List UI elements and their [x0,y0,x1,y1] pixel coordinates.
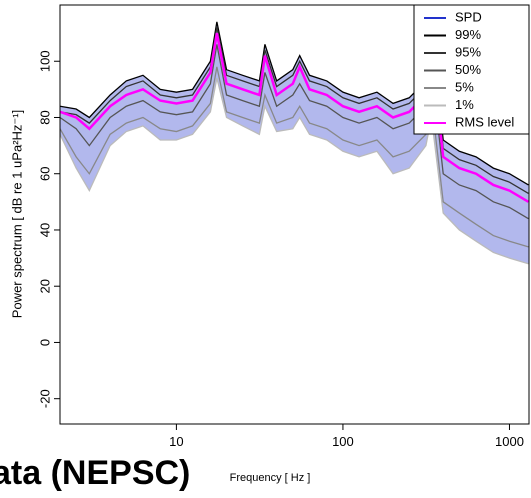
y-tick-label: 20 [37,279,52,293]
y-tick-label: 40 [37,223,52,237]
x-tick-label: 100 [332,434,354,449]
legend-label: 1% [455,97,474,112]
x-tick-label: 10 [169,434,183,449]
y-tick-label: 100 [37,50,52,72]
y-tick-label: 0 [37,339,52,346]
legend-label: 99% [455,27,481,42]
y-tick-label: 80 [37,110,52,124]
legend-label: RMS level [455,114,514,129]
caption: ata (NEPSC) [0,454,190,492]
y-tick-label: -20 [37,389,52,408]
plot-frame [59,4,530,425]
legend-label: 95% [455,44,481,59]
y-axis-label: Power spectrum [ dB re 1 uPa²Hz⁻¹] [9,110,24,318]
series-line [60,77,529,265]
legend-label: 50% [455,62,481,77]
x-tick-label: 1000 [495,434,524,449]
legend-label: SPD [455,9,482,24]
y-tick-label: 60 [37,166,52,180]
plot-area [60,21,529,265]
series-line [60,44,529,220]
series-line [60,66,529,248]
x-axis-label: Frequency [ Hz ] [230,472,311,484]
legend-label: 5% [455,79,474,94]
